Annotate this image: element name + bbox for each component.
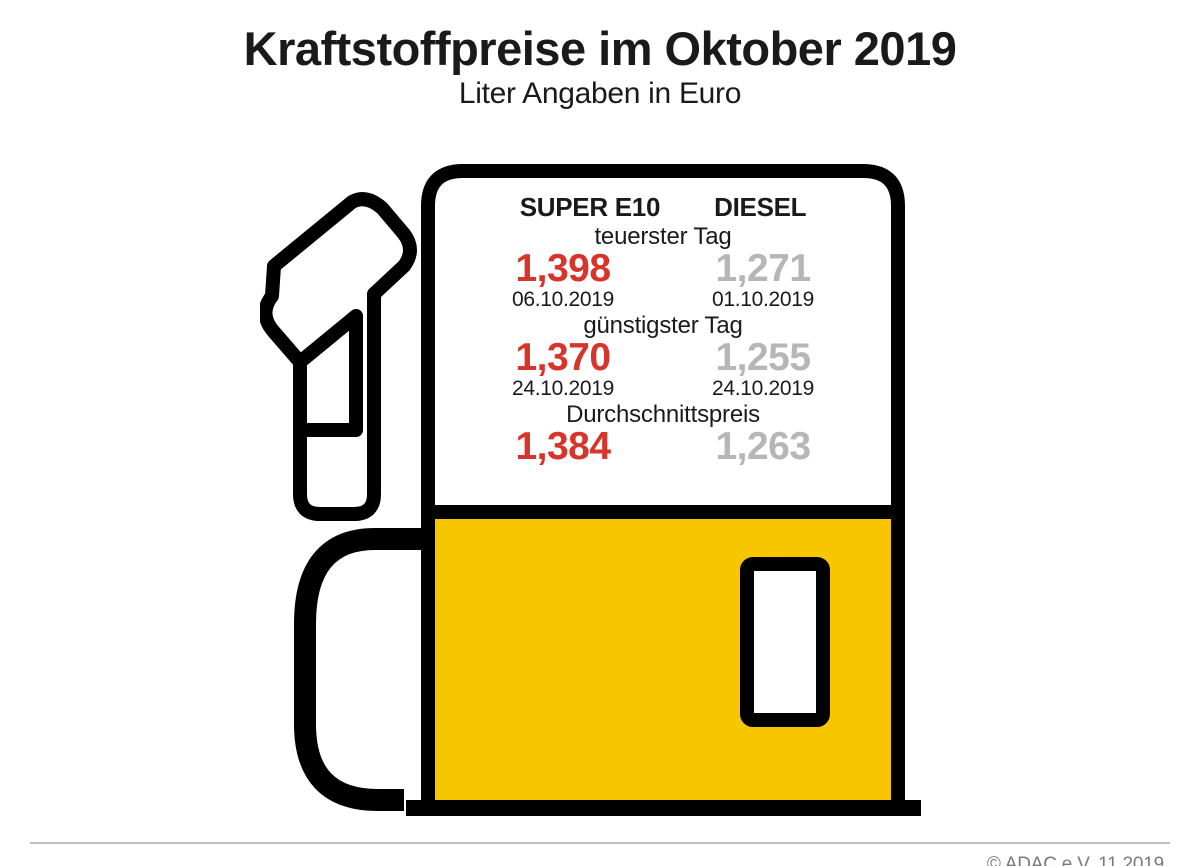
cheapest-values: 1,370 1,255 [440,338,886,379]
cheapest-diesel-value: 1,255 [683,338,843,379]
pump-display-panel: SUPER E10 DIESEL teuerster Tag 1,398 1,2… [440,190,886,468]
cheapest-super-date: 24.10.2019 [488,377,638,401]
pump-cutout [747,564,823,720]
footer-divider [30,842,1170,844]
page-subtitle: Liter Angaben in Euro [0,77,1200,111]
most-expensive-dates: 06.10.2019 01.10.2019 [440,288,886,312]
most-expensive-diesel-date: 01.10.2019 [688,288,838,312]
cheapest-diesel-date: 24.10.2019 [688,377,838,401]
cheapest-dates: 24.10.2019 24.10.2019 [440,377,886,401]
most-expensive-super-date: 06.10.2019 [488,288,638,312]
page-title: Kraftstoffpreise im Oktober 2019 [0,24,1200,73]
average-values: 1,384 1,263 [440,427,886,468]
copyright-text: © ADAC e.V. 11.2019 [987,854,1164,866]
section-label-most-expensive: teuerster Tag [440,223,886,251]
pump-nozzle [265,199,410,514]
column-header-super: SUPER E10 [520,192,660,223]
most-expensive-diesel-value: 1,271 [683,249,843,290]
cheapest-super-value: 1,370 [483,338,643,379]
most-expensive-super-value: 1,398 [483,249,643,290]
average-diesel-value: 1,263 [683,427,843,468]
fuel-pump-illustration: SUPER E10 DIESEL teuerster Tag 1,398 1,2… [260,164,960,824]
pump-base [406,800,921,816]
section-label-cheapest: günstigster Tag [440,312,886,340]
column-header-diesel: DIESEL [714,192,806,223]
section-label-average: Durchschnittspreis [440,401,886,429]
pump-hose [305,539,428,800]
most-expensive-values: 1,398 1,271 [440,249,886,290]
column-headers: SUPER E10 DIESEL [440,192,886,223]
average-super-value: 1,384 [483,427,643,468]
